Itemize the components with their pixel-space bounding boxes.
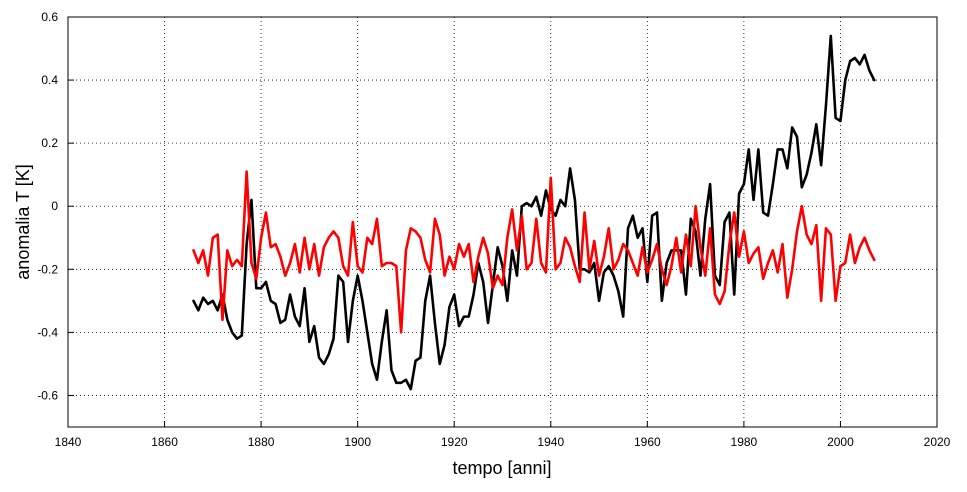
y-tick-label: 0.6 — [41, 10, 58, 24]
x-tick-label: 1840 — [55, 435, 82, 449]
plot-frame — [67, 16, 938, 428]
y-tick-label: 0.2 — [41, 136, 58, 150]
x-axis-ticks: 1840 1860 1880 1900 1920 1940 1960 1980 2000 2020 — [55, 421, 951, 449]
series-line-2 — [192, 170, 876, 334]
x-tick-label: 1900 — [344, 435, 371, 449]
y-axis-title: anomalia T [K] — [13, 164, 33, 279]
plot-background — [68, 17, 937, 427]
x-tick-label: 1940 — [537, 435, 564, 449]
y-tick-label: 0 — [51, 199, 58, 213]
x-tick-label: 2020 — [924, 435, 951, 449]
x-tick-label: 1880 — [248, 435, 275, 449]
x-tick-label: 1980 — [731, 435, 758, 449]
y-axis-ticks: -0.6 -0.4 -0.2 0 0.2 0.4 0.6 — [37, 10, 74, 402]
series-line-1 — [192, 34, 876, 391]
x-tick-label: 1860 — [151, 435, 178, 449]
y-tick-label: -0.6 — [37, 388, 58, 402]
x-axis-title: tempo [anni] — [452, 458, 551, 478]
x-tick-label: 1960 — [634, 435, 661, 449]
y-tick-label: -0.2 — [37, 262, 58, 276]
y-tick-label: 0.4 — [41, 73, 58, 87]
data-series — [192, 34, 876, 391]
y-tick-label: -0.4 — [37, 325, 58, 339]
x-tick-label: 2000 — [827, 435, 854, 449]
x-tick-label: 1920 — [441, 435, 468, 449]
